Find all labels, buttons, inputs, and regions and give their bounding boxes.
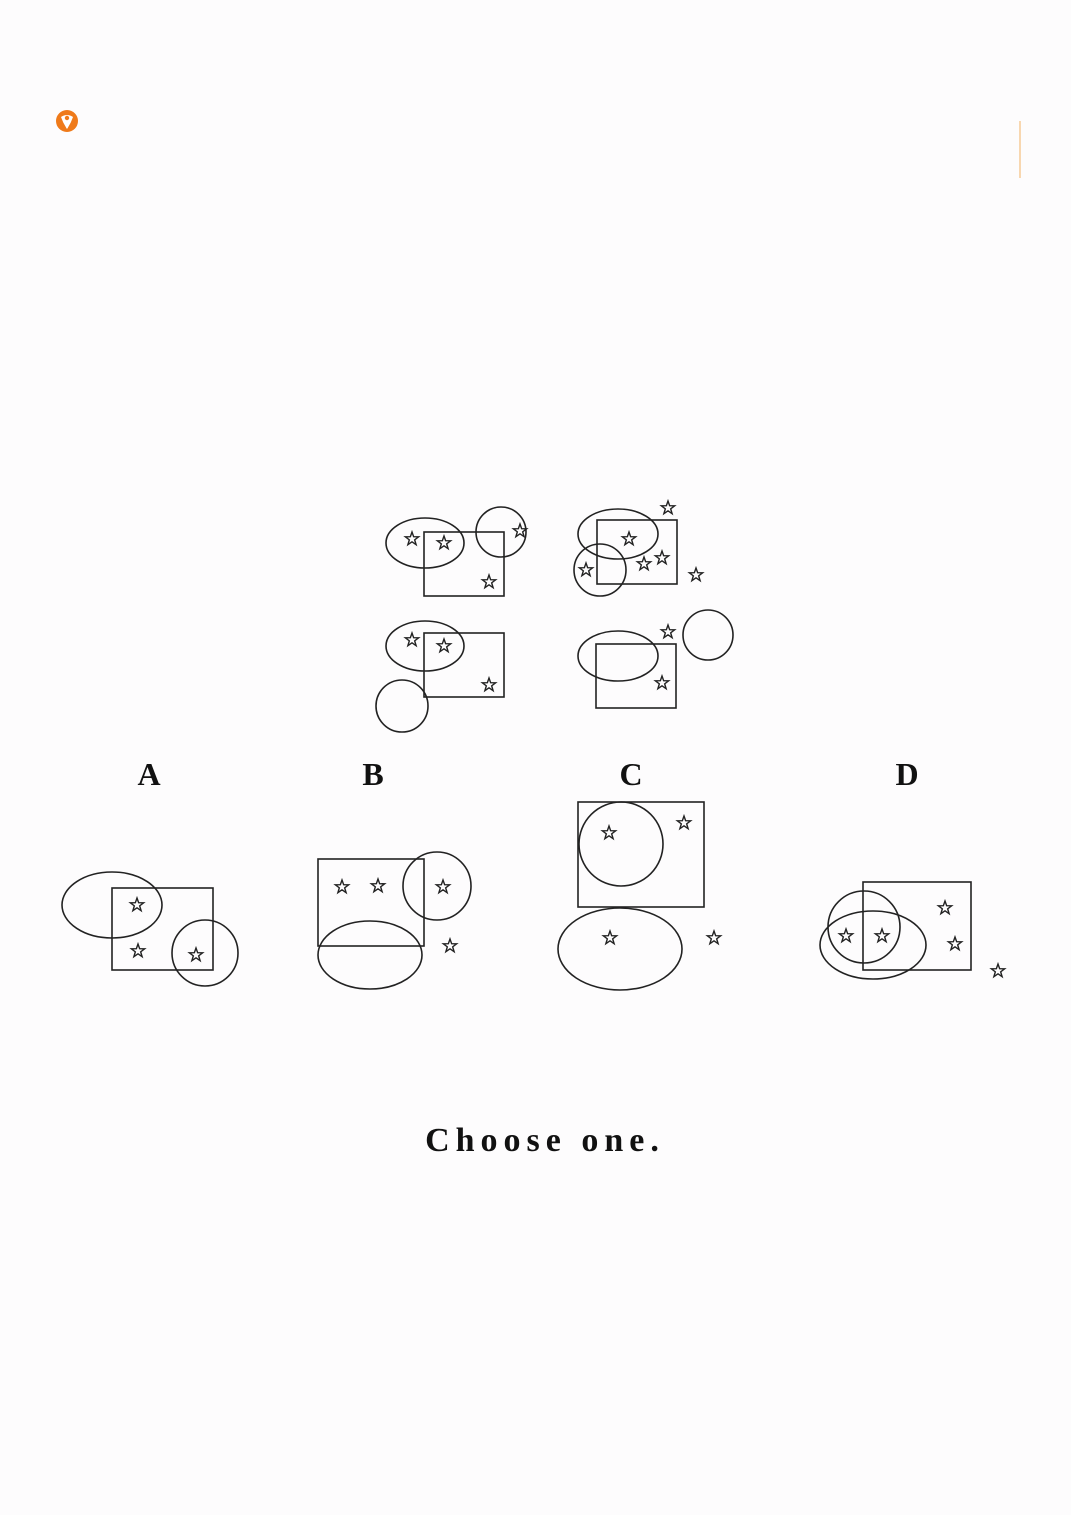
circle xyxy=(375,679,429,733)
star xyxy=(481,677,497,692)
star xyxy=(660,624,676,639)
ellipse xyxy=(385,517,465,569)
star xyxy=(436,638,452,653)
circle xyxy=(578,801,664,887)
option-a-label[interactable]: A xyxy=(137,756,161,792)
example-panel-3 xyxy=(375,620,505,733)
circle xyxy=(171,919,239,987)
square xyxy=(595,643,677,709)
option-c-figure[interactable] xyxy=(557,801,722,991)
circle xyxy=(827,890,901,964)
square xyxy=(317,858,425,947)
square xyxy=(862,881,972,971)
option-a-figure[interactable] xyxy=(61,871,239,987)
option-c-label[interactable]: C xyxy=(619,756,643,792)
star xyxy=(838,928,854,943)
star xyxy=(442,938,458,953)
star xyxy=(435,879,451,894)
option-b-label[interactable]: B xyxy=(362,756,384,792)
circle xyxy=(475,506,527,558)
star xyxy=(334,879,350,894)
circle xyxy=(402,851,472,921)
star xyxy=(654,675,670,690)
example-panel-2 xyxy=(573,500,704,597)
ellipse xyxy=(577,630,659,682)
star xyxy=(688,567,704,582)
option-d-figure[interactable] xyxy=(819,881,1006,980)
square xyxy=(596,519,678,585)
star xyxy=(947,936,963,951)
star xyxy=(370,878,386,893)
ellipse xyxy=(577,508,659,560)
flame-logo-icon xyxy=(56,110,78,132)
square xyxy=(577,801,705,908)
star xyxy=(660,500,676,515)
star xyxy=(654,550,670,565)
star xyxy=(404,632,420,647)
star xyxy=(601,825,617,840)
star xyxy=(602,930,618,945)
circle xyxy=(682,609,734,661)
square xyxy=(111,887,214,971)
prompt-text: Choose one. xyxy=(425,1122,665,1159)
star xyxy=(188,947,204,962)
ellipse xyxy=(61,871,163,939)
star xyxy=(990,963,1006,978)
example-panel-1 xyxy=(385,506,528,597)
star xyxy=(130,943,146,958)
header-rule xyxy=(56,110,1021,178)
star xyxy=(404,531,420,546)
star xyxy=(481,574,497,589)
example-panel-4 xyxy=(577,609,734,709)
star xyxy=(676,815,692,830)
star xyxy=(636,556,652,571)
ellipse xyxy=(819,910,927,980)
square xyxy=(423,632,505,698)
ellipse xyxy=(557,907,683,991)
circle xyxy=(573,543,627,597)
ellipse xyxy=(385,620,465,672)
ellipse xyxy=(317,920,423,990)
option-b-figure[interactable] xyxy=(317,851,472,990)
star xyxy=(937,900,953,915)
star xyxy=(578,562,594,577)
star xyxy=(436,535,452,550)
star xyxy=(874,928,890,943)
star xyxy=(621,531,637,546)
square xyxy=(423,531,505,597)
star xyxy=(129,897,145,912)
option-d-label[interactable]: D xyxy=(895,756,919,792)
star xyxy=(706,930,722,945)
